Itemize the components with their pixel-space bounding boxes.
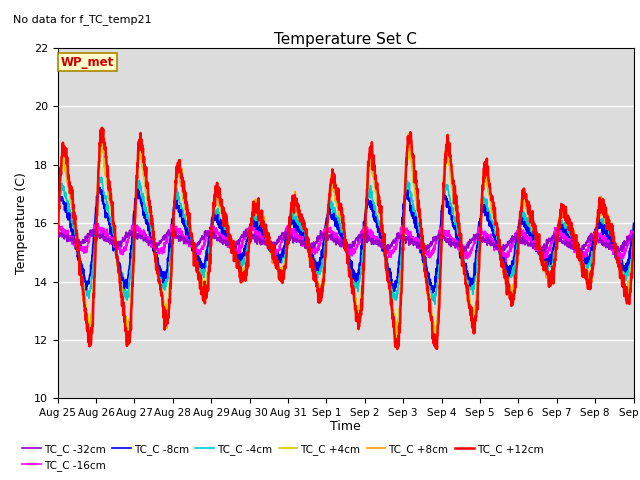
TC_C -8cm [96, 184, 104, 190]
TC_C -16cm [617, 260, 625, 265]
TC_C +4cm [630, 239, 637, 245]
TC_C -32cm [54, 232, 61, 238]
TC_C +8cm [362, 205, 370, 211]
TC_C +12cm [579, 274, 587, 280]
TC_C -4cm [214, 213, 222, 219]
Line: TC_C -16cm: TC_C -16cm [58, 221, 634, 263]
TC_C -16cm [630, 229, 637, 235]
TC_C +12cm [394, 346, 401, 352]
TC_C +8cm [514, 250, 522, 256]
Text: WP_met: WP_met [60, 56, 114, 69]
TC_C -16cm [595, 231, 603, 237]
TC_C +8cm [630, 239, 637, 245]
TC_C -4cm [375, 224, 383, 229]
TC_C +8cm [375, 196, 383, 202]
Y-axis label: Temperature (C): Temperature (C) [15, 172, 28, 274]
TC_C +8cm [579, 263, 587, 269]
TC_C -16cm [54, 224, 61, 230]
TC_C -16cm [363, 227, 371, 232]
TC_C -32cm [579, 245, 587, 251]
TC_C -32cm [630, 235, 637, 240]
Line: TC_C +8cm: TC_C +8cm [58, 134, 634, 344]
Line: TC_C -8cm: TC_C -8cm [58, 187, 634, 293]
TC_C -8cm [54, 209, 61, 215]
TC_C -4cm [54, 216, 61, 222]
TC_C +12cm [514, 250, 522, 256]
TC_C -4cm [595, 217, 603, 223]
TC_C +4cm [579, 259, 587, 265]
TC_C -4cm [363, 200, 371, 206]
TC_C -32cm [214, 236, 222, 241]
TC_C -16cm [214, 233, 222, 239]
TC_C -32cm [595, 239, 603, 245]
TC_C -4cm [630, 229, 637, 235]
TC_C +8cm [595, 205, 603, 211]
TC_C +8cm [393, 341, 401, 347]
TC_C -8cm [375, 225, 383, 231]
TC_C -32cm [375, 242, 383, 248]
TC_C +8cm [214, 190, 222, 196]
TC_C -32cm [513, 233, 521, 239]
Line: TC_C -32cm: TC_C -32cm [58, 229, 634, 253]
Line: TC_C +4cm: TC_C +4cm [58, 145, 634, 338]
TC_C -16cm [375, 239, 383, 245]
TC_C +12cm [54, 230, 61, 236]
TC_C +12cm [595, 206, 603, 212]
Legend: TC_C -32cm, TC_C -16cm, TC_C -8cm, TC_C -4cm, TC_C +4cm, TC_C +8cm, TC_C +12cm: TC_C -32cm, TC_C -16cm, TC_C -8cm, TC_C … [18, 439, 547, 475]
TC_C -8cm [514, 227, 522, 233]
TC_C -4cm [98, 175, 106, 180]
Line: TC_C +12cm: TC_C +12cm [58, 128, 634, 349]
TC_C +4cm [595, 211, 603, 217]
TC_C +4cm [393, 335, 401, 341]
TC_C -8cm [579, 256, 587, 262]
TC_C +12cm [98, 125, 106, 131]
TC_C +4cm [375, 202, 383, 208]
TC_C +4cm [214, 196, 222, 202]
TC_C +4cm [363, 195, 371, 201]
TC_C -16cm [54, 218, 61, 224]
TC_C -16cm [579, 257, 587, 263]
TC_C -32cm [578, 250, 586, 256]
Text: No data for f_TC_temp21: No data for f_TC_temp21 [13, 14, 152, 25]
TC_C -4cm [514, 237, 522, 242]
TC_C +8cm [405, 132, 413, 137]
TC_C +4cm [514, 243, 522, 249]
TC_C +4cm [99, 142, 106, 148]
TC_C -8cm [214, 220, 222, 226]
TC_C +12cm [630, 237, 637, 243]
TC_C +4cm [54, 225, 61, 230]
TC_C -32cm [363, 235, 371, 241]
TC_C -32cm [242, 227, 250, 232]
TC_C +8cm [54, 232, 61, 238]
Title: Temperature Set C: Temperature Set C [274, 32, 417, 47]
TC_C +12cm [363, 196, 371, 202]
TC_C +12cm [375, 193, 383, 199]
TC_C -8cm [363, 203, 371, 209]
Line: TC_C -4cm: TC_C -4cm [58, 178, 634, 304]
TC_C -4cm [431, 301, 438, 307]
TC_C -4cm [579, 255, 587, 261]
TC_C +12cm [214, 190, 222, 195]
X-axis label: Time: Time [330, 420, 361, 432]
TC_C -8cm [630, 220, 637, 226]
TC_C -8cm [595, 215, 603, 221]
TC_C -16cm [513, 229, 521, 235]
TC_C -8cm [429, 290, 437, 296]
